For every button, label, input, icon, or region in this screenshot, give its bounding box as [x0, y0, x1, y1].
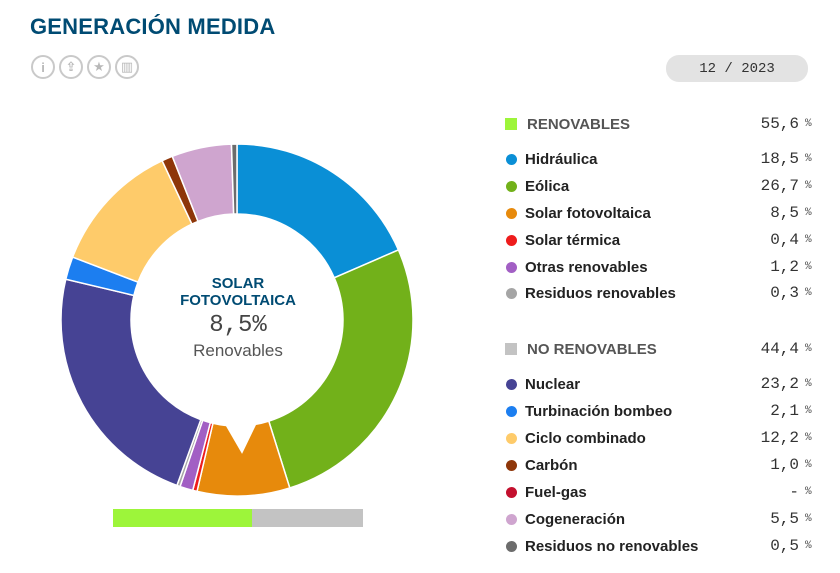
legend-dot-icon [506, 234, 517, 246]
legend-item-value: 5,5 [770, 510, 799, 528]
legend-item-label: Cogeneración [525, 510, 626, 528]
legend-unit: % [805, 432, 812, 444]
donut-center-label: SOLAR FOTOVOLTAICA 8,5% Renovables [158, 275, 318, 361]
legend-item-value: 23,2 [760, 375, 799, 393]
legend-item-value: 0,4 [770, 231, 799, 249]
legend-item-residuos-no-renovables[interactable]: Residuos no renovables 0,5 % [505, 536, 815, 556]
toolbar: i ⇪ ★ ▥ [31, 55, 139, 79]
period-selector[interactable]: 12 / 2023 [666, 55, 808, 82]
legend-item-cogeneracion[interactable]: Cogeneración 5,5 % [505, 509, 815, 529]
legend-dot-icon [506, 432, 517, 444]
legend-dot-icon [506, 540, 517, 552]
legend-item-label: Carbón [525, 456, 578, 474]
download-icon[interactable]: ⇪ [59, 55, 83, 79]
legend-item-label: Fuel-gas [525, 483, 587, 501]
legend-square-icon [505, 343, 517, 355]
legend-unit: % [805, 378, 812, 390]
legend-group-value: 44,4 [760, 340, 799, 358]
legend-item-label: Ciclo combinado [525, 429, 646, 447]
center-name-line2: FOTOVOLTAICA [180, 292, 296, 309]
legend-unit: % [805, 234, 812, 246]
legend-item-value: 1,0 [770, 456, 799, 474]
renewable-ratio-bar [113, 509, 363, 527]
star-icon[interactable]: ★ [87, 55, 111, 79]
legend-item-value: 1,2 [770, 258, 799, 276]
legend-group-value: 55,6 [760, 115, 799, 133]
legend-item-label: Solar fotovoltaica [525, 204, 651, 222]
legend-unit: % [805, 405, 812, 417]
legend-item-value: 2,1 [770, 402, 799, 420]
legend-dot-icon [506, 153, 517, 165]
legend-unit: % [805, 343, 812, 355]
legend-item-label: Solar térmica [525, 231, 621, 249]
legend-dot-icon [506, 287, 517, 299]
highlight-pointer [224, 421, 258, 454]
legend-square-icon [505, 118, 517, 130]
donut-slice-eolica[interactable] [267, 248, 414, 489]
legend-unit: % [805, 207, 812, 219]
legend-dot-icon [506, 459, 517, 471]
center-name-line1: SOLAR [211, 275, 265, 292]
legend-item-label: Nuclear [525, 375, 581, 393]
legend-item-label: Residuos no renovables [525, 537, 699, 555]
legend-item-label: Otras renovables [525, 258, 648, 276]
legend-item-value: 12,2 [760, 429, 799, 447]
legend-group-renovables[interactable]: RENOVABLES 55,6 % [505, 114, 815, 134]
legend-dot-icon [506, 261, 517, 273]
legend-item-value: 18,5 [760, 150, 799, 168]
legend-group-label: RENOVABLES [527, 115, 631, 133]
legend-item-turbinacion-bombeo[interactable]: Turbinación bombeo 2,1 % [505, 401, 815, 421]
donut-slice-hidraulica[interactable] [236, 143, 400, 279]
legend-unit: % [805, 540, 812, 552]
donut-slice-residuos-no-renovables[interactable] [230, 143, 238, 215]
legend-item-value: 0,5 [770, 537, 799, 555]
legend-unit: % [805, 459, 812, 471]
legend-unit: % [805, 287, 812, 299]
legend-item-value: 8,5 [770, 204, 799, 222]
legend-item-label: Eólica [525, 177, 570, 195]
legend-item-value: - [789, 483, 799, 501]
legend-unit: % [805, 180, 812, 192]
center-value: 8,5% [209, 312, 267, 339]
legend-dot-icon [506, 513, 517, 525]
legend-unit: % [805, 513, 812, 525]
legend-dot-icon [506, 486, 517, 498]
legend-item-nuclear[interactable]: Nuclear 23,2 % [505, 374, 815, 394]
legend-item-hidraulica[interactable]: Hidráulica 18,5 % [505, 149, 815, 169]
legend-dot-icon [506, 207, 517, 219]
legend-group-no-renovables[interactable]: NO RENOVABLES 44,4 % [505, 339, 815, 359]
legend-item-residuos-renovables[interactable]: Residuos renovables 0,3 % [505, 283, 815, 303]
ratio-bar-renovables [113, 509, 252, 527]
legend-dot-icon [506, 180, 517, 192]
legend-unit: % [805, 486, 812, 498]
legend-item-otras-renovables[interactable]: Otras renovables 1,2 % [505, 257, 815, 277]
legend-item-value: 26,7 [760, 177, 799, 195]
legend-item-label: Hidráulica [525, 150, 598, 168]
legend-item-ciclo-combinado[interactable]: Ciclo combinado 12,2 % [505, 428, 815, 448]
center-group: Renovables [193, 341, 283, 360]
legend-item-fuel-gas[interactable]: Fuel-gas - % [505, 482, 815, 502]
legend-dot-icon [506, 405, 517, 417]
legend-unit: % [805, 261, 812, 273]
donut-chart [60, 143, 414, 497]
legend-item-carbon[interactable]: Carbón 1,0 % [505, 455, 815, 475]
ratio-bar-no-renovables [252, 509, 363, 527]
legend-item-eolica[interactable]: Eólica 26,7 % [505, 176, 815, 196]
legend-item-solar-fotovoltaica[interactable]: Solar fotovoltaica 8,5 % [505, 203, 815, 223]
legend-dot-icon [506, 378, 517, 390]
legend-item-solar-termica[interactable]: Solar térmica 0,4 % [505, 230, 815, 250]
legend-group-label: NO RENOVABLES [527, 340, 657, 358]
page-title: GENERACIÓN MEDIDA [30, 14, 276, 39]
legend-unit: % [805, 118, 812, 130]
legend-item-value: 0,3 [770, 284, 799, 302]
donut-slice-nuclear[interactable] [60, 278, 202, 487]
info-icon[interactable]: i [31, 55, 55, 79]
legend-item-label: Residuos renovables [525, 284, 676, 302]
chart-icon[interactable]: ▥ [115, 55, 139, 79]
legend-unit: % [805, 153, 812, 165]
legend-item-label: Turbinación bombeo [525, 402, 673, 420]
